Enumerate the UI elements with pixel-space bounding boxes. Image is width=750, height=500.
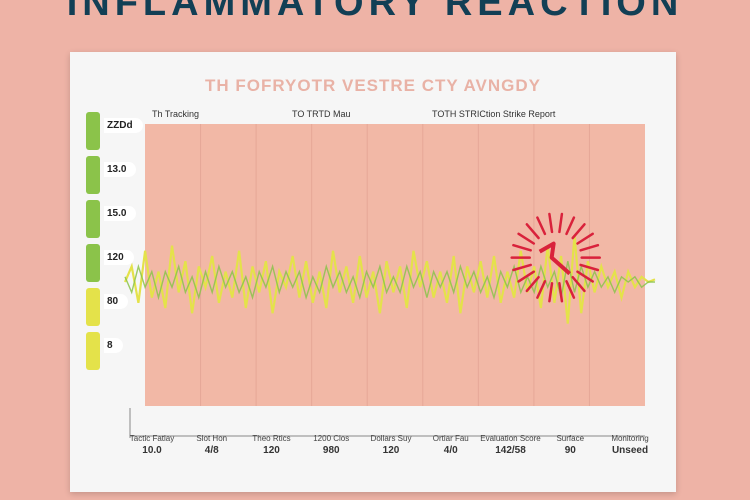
subtitle-middle: TO TRTD Mau bbox=[292, 109, 351, 119]
burst-ray bbox=[576, 232, 594, 245]
bottom-label-top: Theo Rtics bbox=[252, 434, 290, 443]
legend-pill-swatch bbox=[86, 156, 100, 194]
bottom-label-value: Unseed bbox=[612, 445, 648, 456]
legend-pill-swatch bbox=[86, 288, 100, 326]
burst-ray bbox=[548, 212, 554, 234]
burst-bolt bbox=[538, 241, 571, 276]
legend-pill-label: 15.0 bbox=[104, 206, 137, 221]
burst-ray bbox=[579, 243, 600, 252]
legend-pill-label: 8 bbox=[104, 338, 123, 353]
series-line bbox=[124, 261, 655, 301]
legend-pill-label: 80 bbox=[104, 294, 129, 309]
bottom-label-value: 142/58 bbox=[495, 445, 526, 456]
series-line bbox=[123, 235, 656, 324]
bottom-label-value: 120 bbox=[263, 445, 280, 456]
bottom-label-value: 980 bbox=[323, 445, 340, 456]
chart-title: TH FOFRYOTR VESTRE CTY AVNGDY bbox=[205, 76, 541, 95]
signal-chart: Tactic Fatlay 10.0 Slot Hon 4/8 Theo Rtics 12… bbox=[123, 124, 656, 456]
burst-ray bbox=[512, 243, 532, 252]
bottom-label-value: 10.0 bbox=[142, 445, 162, 456]
subtitle-right: TOTH STRICtion Strike Report bbox=[432, 109, 556, 119]
legend-pill-swatch bbox=[86, 112, 100, 150]
bottom-label-value: 4/0 bbox=[444, 445, 458, 456]
burst-ray bbox=[536, 216, 547, 236]
burst-ray bbox=[571, 275, 586, 293]
burst-ray bbox=[548, 282, 554, 303]
bottom-label-top: Surface bbox=[556, 434, 584, 443]
burst-ray bbox=[565, 280, 576, 299]
legend-pill-label: 120 bbox=[104, 250, 134, 265]
bottom-label-top: Evaluation Score bbox=[480, 434, 541, 443]
burst-ray bbox=[525, 223, 540, 240]
headline: INFLAMMATORY REACTION bbox=[66, 0, 684, 24]
burst-ray bbox=[512, 263, 532, 272]
burst-ray bbox=[579, 263, 600, 272]
bottom-label-value: 90 bbox=[565, 445, 577, 456]
legend-pill-label: ZZDd bbox=[104, 118, 143, 133]
burst-ray bbox=[558, 282, 564, 303]
bottom-label-value: 120 bbox=[383, 445, 400, 456]
legend-pill-swatch bbox=[86, 244, 100, 282]
plot-area bbox=[145, 124, 645, 406]
burst-ray bbox=[565, 216, 576, 236]
legend-pill-swatch bbox=[86, 332, 100, 370]
burst-ray bbox=[558, 212, 564, 234]
burst-ray bbox=[525, 275, 540, 293]
legend-pill-label: 13.0 bbox=[104, 162, 137, 177]
bottom-label-top: Ortiar Fau bbox=[433, 434, 469, 443]
burst-ray bbox=[517, 270, 536, 283]
bottom-label-top: Dollars Suy bbox=[371, 434, 412, 443]
burst-ray bbox=[571, 223, 586, 240]
subtitle-left: Th Tracking bbox=[152, 109, 200, 119]
burst-ray bbox=[536, 280, 547, 299]
burst-ray bbox=[517, 232, 536, 245]
bottom-label-top: Slot Hon bbox=[196, 434, 227, 443]
bottom-label-top: Tactic Fatlay bbox=[130, 434, 174, 443]
bottom-label-top: 1200 Clos bbox=[313, 434, 349, 443]
bottom-label-value: 4/8 bbox=[205, 445, 219, 456]
chart-card: TH FOFRYOTR VESTRE CTY AVNGDY Th Trackin… bbox=[70, 52, 676, 492]
bottom-label-top: Monitoring bbox=[611, 434, 648, 443]
burst-ray bbox=[576, 270, 594, 283]
legend-pill-swatch bbox=[86, 200, 100, 238]
